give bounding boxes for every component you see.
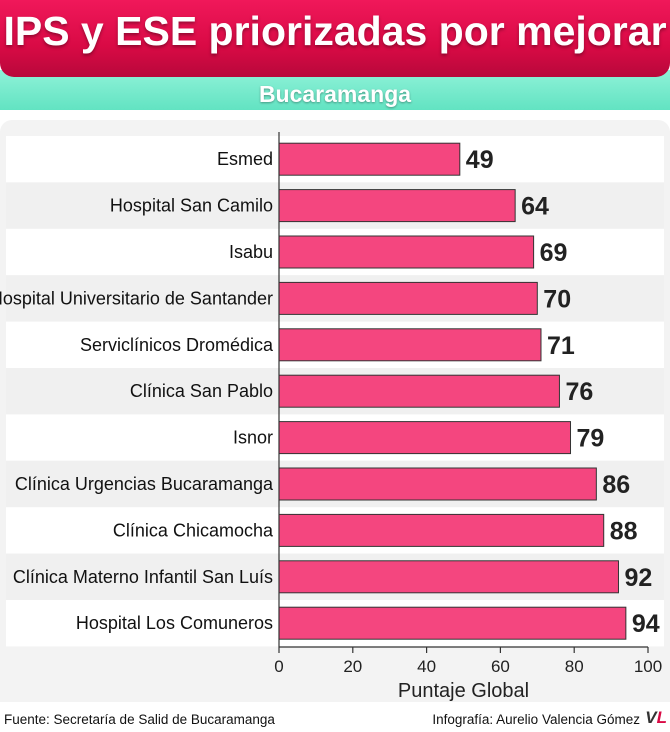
bar <box>278 142 461 176</box>
publisher-logo: VL <box>645 708 667 727</box>
x-tick-label: 40 <box>417 657 436 676</box>
bar <box>278 328 542 362</box>
data-label: 76 <box>565 378 593 406</box>
bar <box>278 374 560 408</box>
bar <box>278 513 605 547</box>
category-label: Clínica San Pablo <box>130 381 273 401</box>
data-label: 64 <box>521 193 549 221</box>
bar <box>278 189 516 223</box>
x-tick-label: 100 <box>634 657 662 676</box>
bar <box>278 560 619 594</box>
title-banner: IPS y ESE priorizadas por mejorar <box>0 0 670 77</box>
data-label: 71 <box>547 332 575 360</box>
data-label: 88 <box>610 517 638 545</box>
x-axis-label: Puntaje Global <box>398 680 529 702</box>
source-note: Fuente: Secretaría de Salid de Bucaraman… <box>4 712 275 727</box>
data-label: 79 <box>577 425 605 453</box>
x-tick-label: 20 <box>343 657 362 676</box>
category-label: Clínica Urgencias Bucaramanga <box>15 474 274 494</box>
data-label: 70 <box>543 285 571 313</box>
x-tick-label: 0 <box>274 657 283 676</box>
bar <box>278 606 627 640</box>
data-label: 92 <box>624 564 652 592</box>
category-label: Isnor <box>233 428 273 448</box>
bar <box>278 467 597 501</box>
data-label: 94 <box>632 610 660 638</box>
category-label: Hospital Universitario de Santander <box>0 288 273 308</box>
x-tick-label: 80 <box>565 657 584 676</box>
bar <box>278 421 572 455</box>
category-label: Clínica Materno Infantil San Luís <box>13 567 273 587</box>
chart-title: IPS y ESE priorizadas por mejorar <box>3 8 667 54</box>
x-tick-label: 60 <box>491 657 510 676</box>
data-label: 49 <box>466 146 494 174</box>
data-label: 86 <box>602 471 630 499</box>
bar <box>278 235 535 269</box>
category-label: Isabu <box>229 242 273 262</box>
bar <box>278 281 538 315</box>
data-label: 69 <box>540 239 568 267</box>
category-label: Clínica Chicamocha <box>113 520 274 540</box>
credit-note: Infografía: Aurelio Valencia Gómez <box>432 712 640 727</box>
category-label: Serviclínicos Dromédica <box>80 335 274 355</box>
chart-subtitle: Bucaramanga <box>258 81 412 107</box>
category-label: Hospital San Camilo <box>110 196 273 216</box>
category-label: Hospital Los Comuneros <box>76 613 273 633</box>
category-label: Esmed <box>217 149 273 169</box>
